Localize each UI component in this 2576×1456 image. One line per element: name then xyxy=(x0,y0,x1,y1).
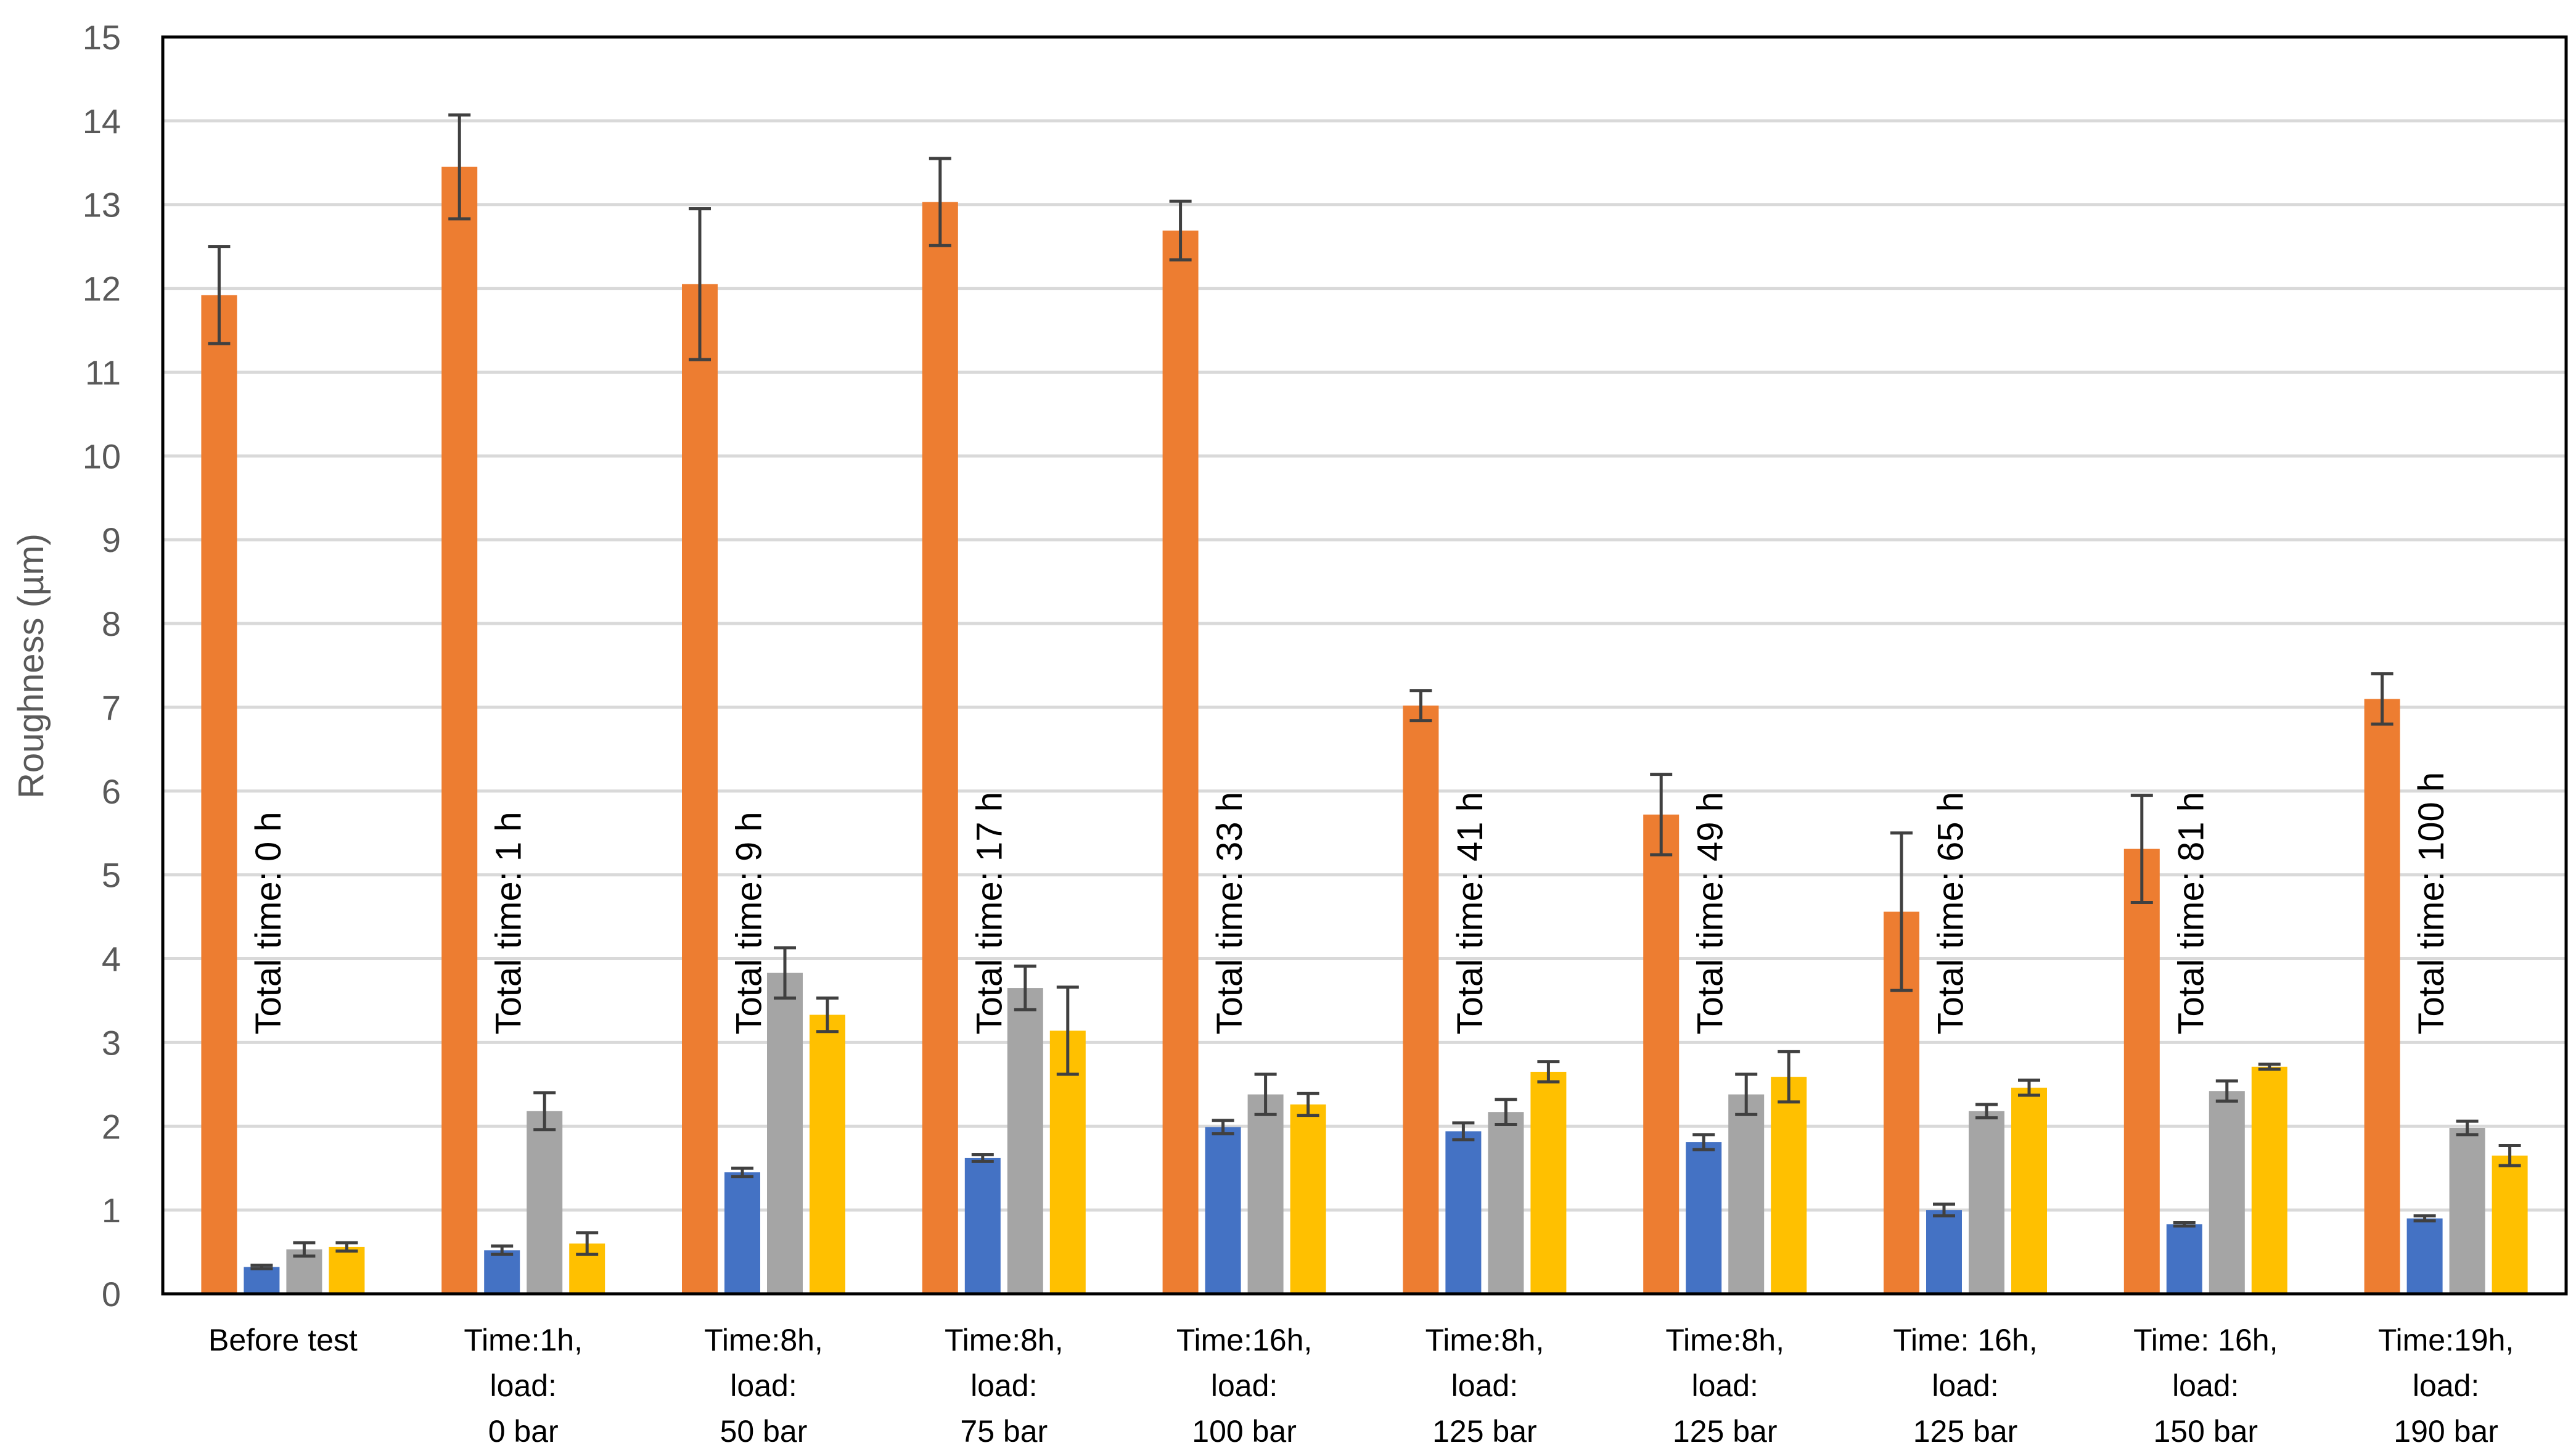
x-tick-label: Time:1h, xyxy=(464,1323,583,1357)
bar xyxy=(682,284,718,1294)
bar xyxy=(724,1172,760,1294)
bar xyxy=(2364,699,2400,1294)
y-tick-label: 1 xyxy=(102,1191,121,1230)
y-tick-label: 4 xyxy=(102,940,121,979)
total-time-annotation: Total time: 0 h xyxy=(248,812,289,1034)
bar xyxy=(2492,1155,2528,1294)
bar xyxy=(201,295,237,1294)
x-tick-label: Time:8h, xyxy=(1665,1323,1784,1357)
gridlines xyxy=(163,119,2566,1212)
y-tick-label: 9 xyxy=(102,520,121,559)
bar xyxy=(964,1158,1001,1294)
x-tick-label: 125 bar xyxy=(1913,1414,2018,1449)
x-tick-label: 50 bar xyxy=(720,1414,808,1449)
y-axis-label: Roughness (µm) xyxy=(11,533,51,799)
y-tick-label: 13 xyxy=(83,186,121,224)
x-tick-label: 125 bar xyxy=(1673,1414,1778,1449)
bar xyxy=(1205,1127,1241,1294)
x-tick-label: 0 bar xyxy=(488,1414,559,1449)
x-tick-label: load: xyxy=(970,1368,1037,1403)
bar xyxy=(1530,1071,1567,1294)
bar xyxy=(1969,1111,2004,1294)
total-time-annotation: Total time: 65 h xyxy=(1931,792,1971,1034)
x-tick-label: load: xyxy=(1451,1368,1518,1403)
bar xyxy=(767,973,803,1294)
x-tick-label: load: xyxy=(2413,1368,2479,1403)
total-time-annotation: Total time: 100 h xyxy=(2411,772,2451,1035)
bar xyxy=(244,1267,280,1294)
bar xyxy=(1926,1210,1962,1294)
x-tick-label: Time:8h, xyxy=(945,1323,1064,1357)
bar xyxy=(1771,1077,1807,1294)
x-tick-label: 100 bar xyxy=(1192,1414,1297,1449)
total-time-annotation: Total time: 9 h xyxy=(729,812,769,1034)
total-time-annotation: Total time: 49 h xyxy=(1691,792,1731,1034)
x-tick-label: Time:8h, xyxy=(1425,1323,1544,1357)
bar xyxy=(2449,1127,2485,1294)
bar xyxy=(2406,1218,2443,1294)
x-tick-label: Before test xyxy=(208,1323,358,1357)
x-tick-label: load: xyxy=(490,1368,556,1403)
y-tick-label: 3 xyxy=(102,1023,121,1062)
bar xyxy=(810,1014,845,1294)
bar xyxy=(1445,1131,1482,1294)
y-tick-label: 15 xyxy=(83,18,121,57)
bar xyxy=(2011,1087,2047,1294)
total-time-annotations: Total time: 0 h Total time: 1 h Total time… xyxy=(248,772,2451,1035)
total-time-annotation: Total time: 33 h xyxy=(1210,792,1250,1034)
x-tick-label: load: xyxy=(1932,1368,1998,1403)
x-tick-label: Time:16h, xyxy=(1176,1323,1312,1357)
y-tick-label: 0 xyxy=(102,1275,121,1314)
x-tick-label: Time: 16h, xyxy=(1893,1323,2037,1357)
x-axis-category-labels: Before test Time:1h, load: 0 bar Time:8h, loa… xyxy=(208,1323,2514,1449)
bar xyxy=(1643,814,1680,1294)
y-tick-label: 6 xyxy=(102,772,121,811)
y-tick-label: 11 xyxy=(85,353,121,392)
error-bars xyxy=(208,113,2521,1270)
x-tick-label: load: xyxy=(1211,1368,1278,1403)
bar xyxy=(484,1250,520,1294)
y-tick-label: 14 xyxy=(83,102,121,141)
x-tick-label: 75 bar xyxy=(960,1414,1048,1449)
total-time-annotation: Total time: 81 h xyxy=(2171,792,2211,1034)
x-tick-label: 150 bar xyxy=(2154,1414,2258,1449)
bar xyxy=(527,1111,563,1294)
y-tick-label: 2 xyxy=(102,1107,121,1146)
bar xyxy=(1290,1104,1326,1294)
bar xyxy=(2166,1224,2202,1294)
bar xyxy=(2123,849,2160,1294)
bar xyxy=(1162,230,1199,1294)
total-time-annotation: Total time: 41 h xyxy=(1450,792,1490,1034)
y-tick-label: 10 xyxy=(83,437,121,475)
bar xyxy=(1728,1094,1765,1294)
bar xyxy=(1007,988,1043,1294)
bar xyxy=(2251,1066,2287,1294)
total-time-annotation: Total time: 17 h xyxy=(969,792,1009,1034)
bar xyxy=(1686,1142,1722,1294)
x-tick-label: 190 bar xyxy=(2393,1414,2498,1449)
plot-frame xyxy=(161,35,2568,1296)
x-tick-label: load: xyxy=(730,1368,797,1403)
total-time-annotation: Total time: 1 h xyxy=(489,812,529,1034)
x-tick-label: 125 bar xyxy=(1432,1414,1537,1449)
bar xyxy=(1488,1112,1524,1294)
bar xyxy=(2209,1091,2245,1294)
x-tick-label: load: xyxy=(1691,1368,1758,1403)
y-tick-label: 7 xyxy=(102,688,121,727)
x-tick-label: Time:8h, xyxy=(704,1323,823,1357)
bar xyxy=(1247,1094,1284,1294)
bars xyxy=(201,167,2528,1294)
bar xyxy=(441,167,478,1294)
y-tick-label: 8 xyxy=(102,604,121,643)
bar xyxy=(1403,705,1439,1294)
bar xyxy=(922,202,958,1294)
bar xyxy=(329,1246,365,1294)
y-tick-label: 12 xyxy=(83,269,121,308)
x-tick-label: Time: 16h, xyxy=(2133,1323,2278,1357)
x-tick-label: Time:19h, xyxy=(2378,1323,2514,1357)
x-tick-label: load: xyxy=(2172,1368,2239,1403)
y-tick-label: 5 xyxy=(102,856,121,895)
